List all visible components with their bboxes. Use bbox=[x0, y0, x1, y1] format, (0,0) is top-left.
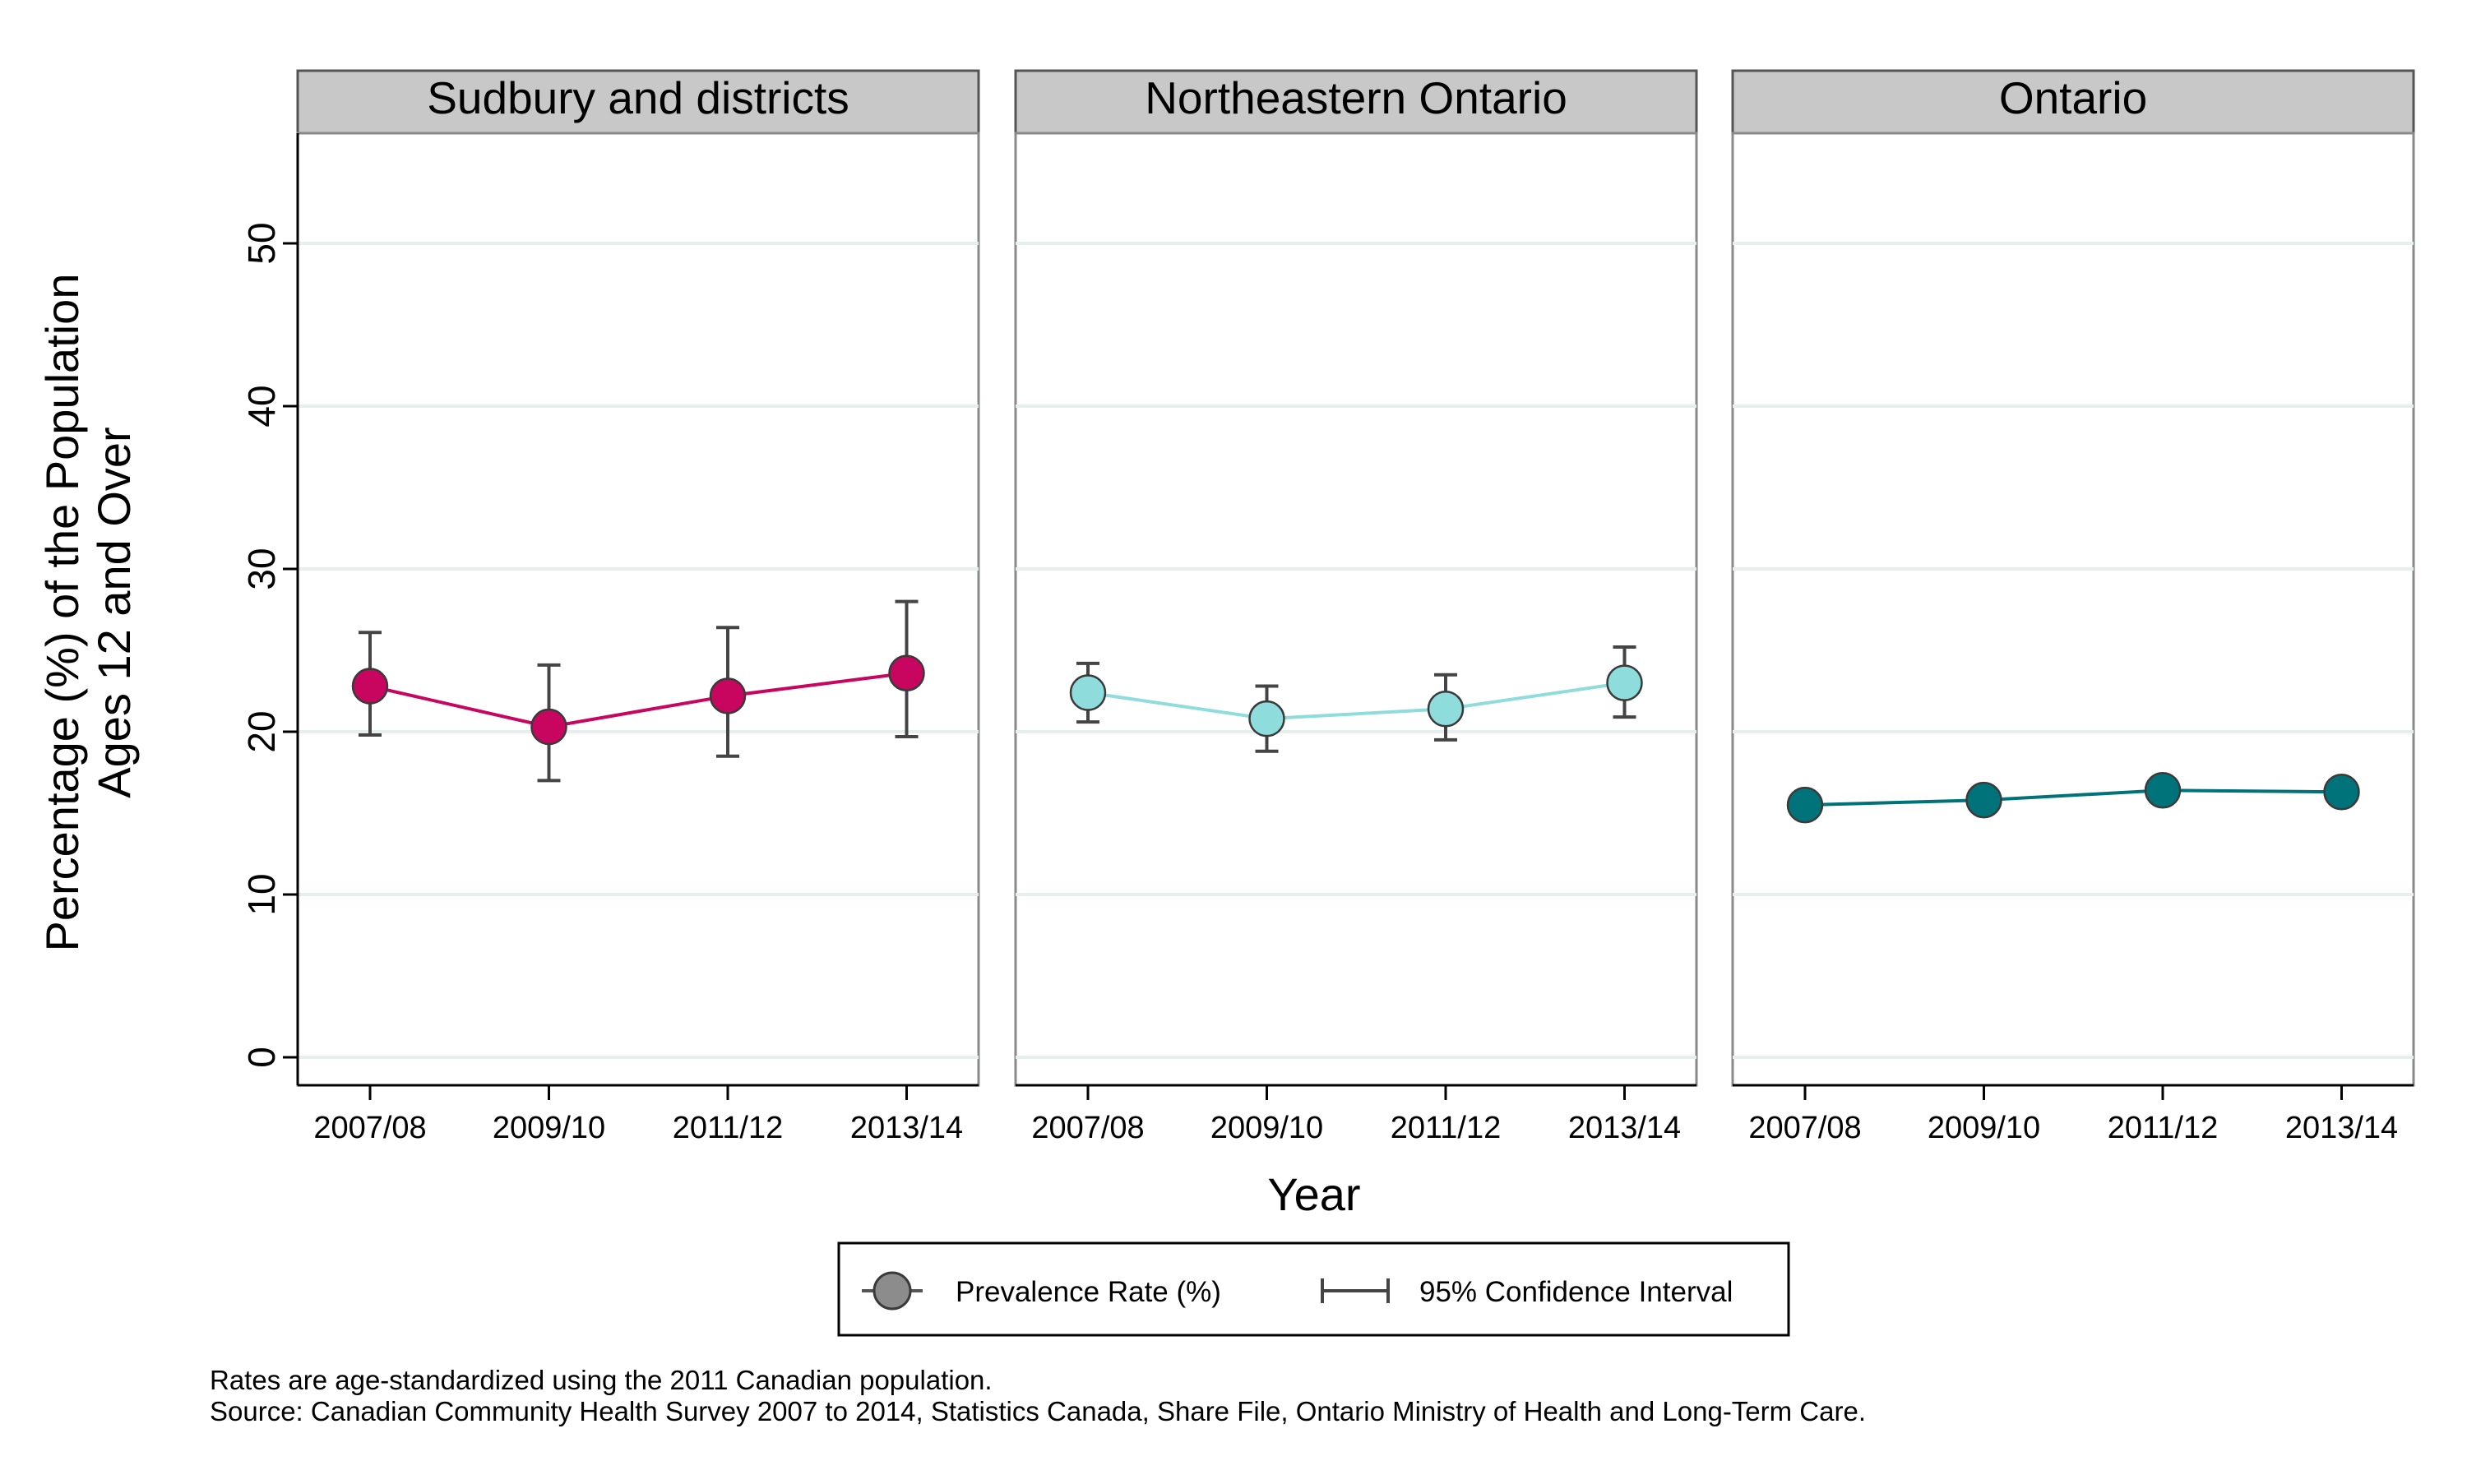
data-point bbox=[1606, 664, 1643, 701]
data-point bbox=[1786, 786, 1824, 824]
plot-area bbox=[296, 132, 980, 1087]
x-tick-label: 2009/10 bbox=[1210, 1111, 1323, 1145]
data-point bbox=[1069, 674, 1107, 711]
x-tick-label: 2013/14 bbox=[2285, 1111, 2398, 1145]
y-tick-label: 40 bbox=[240, 385, 283, 427]
legend-ci-symbol bbox=[1321, 1278, 1390, 1303]
y-tick-label-group: 40 bbox=[240, 385, 283, 427]
panel-title: Sudbury and districts bbox=[427, 72, 849, 123]
panel-sudbury-and-districts: Sudbury and districts 0 10 20 30 40 50 2007/08 2… bbox=[240, 69, 980, 1145]
x-tick-label: 2007/08 bbox=[313, 1111, 426, 1145]
y-tick-label-group: 10 bbox=[240, 873, 283, 915]
y-tick-label-group: 50 bbox=[240, 222, 283, 264]
x-tick-label: 2009/10 bbox=[493, 1111, 605, 1145]
data-point bbox=[709, 677, 747, 714]
data-point bbox=[1965, 781, 2002, 819]
panel-title: Northeastern Ontario bbox=[1145, 72, 1567, 123]
y-tick-label: 10 bbox=[240, 873, 283, 915]
plot-area bbox=[1731, 132, 2415, 1087]
panel-strip bbox=[296, 69, 980, 135]
y-tick-label: 20 bbox=[240, 710, 283, 752]
x-tick-label: 2013/14 bbox=[1568, 1111, 1681, 1145]
legend-rate-label: Prevalence Rate (%) bbox=[956, 1276, 1221, 1308]
y-axis-title-line1: Percentage (%) of the Population bbox=[36, 274, 88, 952]
x-tick-label: 2013/14 bbox=[850, 1111, 963, 1145]
legend: Prevalence Rate (%) 95% Confidence Inter… bbox=[837, 1241, 1790, 1337]
x-tick-label: 2007/08 bbox=[1031, 1111, 1144, 1145]
data-point bbox=[1427, 691, 1465, 728]
data-point bbox=[1248, 700, 1285, 737]
x-tick-label: 2009/10 bbox=[1928, 1111, 2040, 1145]
x-tick-label: 2011/12 bbox=[673, 1111, 784, 1145]
y-tick-label-group: 30 bbox=[240, 548, 283, 589]
panel-strip bbox=[1731, 69, 2415, 135]
panel-ontario: Ontario 2007/08 2009/10 2011/12 2013/14 bbox=[1731, 69, 2415, 1145]
y-axis-title-line2: Ages 12 and Over bbox=[88, 427, 140, 797]
x-tick-label: 2011/12 bbox=[2108, 1111, 2219, 1145]
panel-strip bbox=[1014, 69, 1698, 135]
note-source: Source: Canadian Community Health Survey… bbox=[210, 1396, 1866, 1426]
data-point bbox=[2323, 774, 2360, 811]
legend-box bbox=[837, 1241, 1790, 1337]
y-tick-label-group: 0 bbox=[240, 1047, 283, 1068]
panel-northeastern-ontario: Northeastern Ontario 2007/08 2009/10 2011/1… bbox=[1014, 69, 1698, 1145]
panel-title: Ontario bbox=[1999, 72, 2147, 123]
x-tick-label: 2011/12 bbox=[1391, 1111, 1502, 1145]
panels: Sudbury and districts 0 10 20 30 40 50 2007/08 2… bbox=[240, 69, 2415, 1145]
series-line bbox=[369, 671, 907, 729]
y-tick-label: 30 bbox=[240, 548, 283, 589]
legend-ci-label: 95% Confidence Interval bbox=[1419, 1276, 1733, 1308]
data-point bbox=[2144, 772, 2182, 809]
plot-area bbox=[1014, 132, 1698, 1087]
y-tick-label-group: 20 bbox=[240, 710, 283, 752]
y-tick-label: 0 bbox=[240, 1047, 283, 1068]
x-tick-label: 2007/08 bbox=[1748, 1111, 1861, 1145]
series-line bbox=[1804, 788, 2342, 807]
series-line bbox=[1087, 681, 1625, 721]
x-axis-title: Year bbox=[1267, 1168, 1360, 1220]
data-point bbox=[888, 654, 925, 691]
data-point bbox=[351, 668, 389, 705]
data-point bbox=[530, 708, 567, 746]
note-age-standardized: Rates are age-standardized using the 201… bbox=[210, 1365, 993, 1395]
legend-rate-marker bbox=[872, 1271, 912, 1311]
y-tick-label: 50 bbox=[240, 222, 283, 264]
